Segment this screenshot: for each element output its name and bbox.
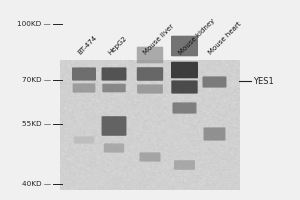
FancyBboxPatch shape: [102, 84, 126, 92]
FancyBboxPatch shape: [102, 116, 127, 136]
Text: 100KD —: 100KD —: [17, 21, 51, 27]
FancyBboxPatch shape: [171, 62, 198, 78]
FancyBboxPatch shape: [72, 67, 96, 81]
FancyBboxPatch shape: [137, 67, 163, 81]
FancyBboxPatch shape: [104, 143, 124, 153]
FancyBboxPatch shape: [171, 80, 198, 94]
FancyBboxPatch shape: [172, 102, 197, 114]
Text: 55KD —: 55KD —: [22, 121, 51, 127]
FancyBboxPatch shape: [73, 83, 95, 93]
FancyBboxPatch shape: [137, 47, 163, 63]
Text: Mouse kidney: Mouse kidney: [177, 18, 216, 56]
Text: BT-474: BT-474: [77, 35, 98, 56]
Text: 40KD —: 40KD —: [22, 181, 51, 187]
FancyBboxPatch shape: [74, 136, 94, 144]
FancyBboxPatch shape: [102, 67, 127, 81]
Text: 70KD —: 70KD —: [22, 77, 51, 83]
Text: Mouse liver: Mouse liver: [143, 23, 175, 56]
Text: HepG2: HepG2: [107, 35, 128, 56]
Bar: [60, 60, 240, 190]
Text: Mouse heart: Mouse heart: [207, 21, 242, 56]
FancyBboxPatch shape: [204, 127, 226, 141]
FancyBboxPatch shape: [202, 76, 226, 88]
FancyBboxPatch shape: [137, 84, 163, 94]
Text: YES1: YES1: [254, 76, 274, 86]
FancyBboxPatch shape: [171, 36, 198, 56]
FancyBboxPatch shape: [174, 160, 195, 170]
FancyBboxPatch shape: [140, 152, 160, 162]
